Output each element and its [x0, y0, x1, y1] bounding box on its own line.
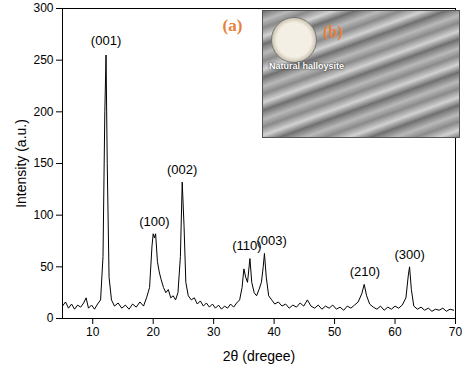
- svg-text:100: 100: [33, 208, 53, 222]
- svg-text:(a): (a): [223, 16, 243, 35]
- svg-text:30: 30: [207, 325, 221, 339]
- svg-text:250: 250: [33, 53, 53, 67]
- svg-text:2θ (dregee): 2θ (dregee): [223, 348, 295, 364]
- svg-text:Intensity (a.u.): Intensity (a.u.): [13, 119, 29, 208]
- svg-text:10: 10: [86, 325, 100, 339]
- svg-text:200: 200: [33, 105, 53, 119]
- svg-text:60: 60: [388, 325, 402, 339]
- svg-text:50: 50: [328, 325, 342, 339]
- svg-text:20: 20: [147, 325, 161, 339]
- svg-text:40: 40: [267, 325, 281, 339]
- html-text:Natural halloysite: Natural halloysite: [269, 61, 344, 71]
- svg-text:(002): (002): [167, 162, 197, 177]
- svg-text:70: 70: [449, 325, 463, 339]
- svg-text:(001): (001): [91, 33, 121, 48]
- svg-text:(003): (003): [257, 233, 287, 248]
- svg-text:300: 300: [33, 1, 53, 15]
- html-text:(b): (b): [323, 23, 343, 40]
- svg-text:(300): (300): [394, 247, 424, 262]
- svg-text:(100): (100): [139, 214, 169, 229]
- svg-text:150: 150: [33, 156, 53, 170]
- svg-text:(210): (210): [350, 264, 380, 279]
- svg-text:(110): (110): [232, 238, 262, 254]
- svg-text:0: 0: [47, 311, 54, 325]
- svg-text:50: 50: [40, 260, 54, 274]
